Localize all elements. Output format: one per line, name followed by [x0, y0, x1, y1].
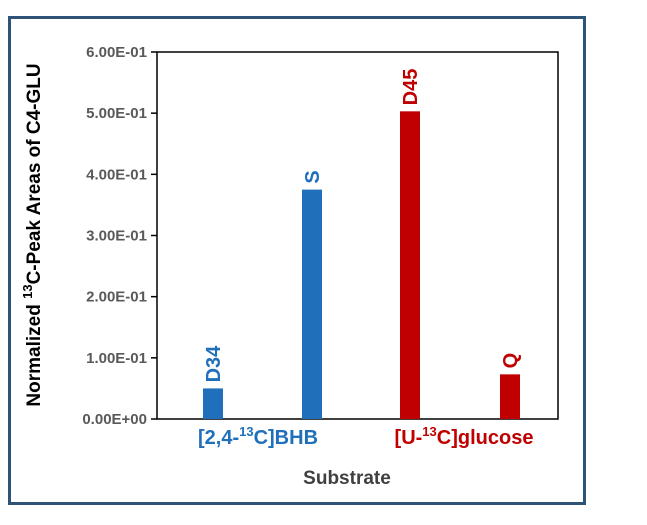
y-tick-label: 2.00E-01 — [86, 289, 147, 306]
group-label-sup: 13 — [422, 424, 436, 439]
chart-frame — [8, 16, 586, 505]
group-label-sup: 13 — [239, 424, 253, 439]
group-label-0: [2,4-13C]BHB — [198, 424, 318, 449]
y-tick-label: 4.00E-01 — [86, 166, 147, 183]
data-label-d45: D45 — [400, 69, 422, 106]
y-tick-label: 3.00E-01 — [86, 228, 147, 245]
bar-q — [500, 374, 520, 419]
group-label-text: [U- — [395, 427, 423, 449]
group-label-text: C]glucose — [437, 427, 534, 449]
group-label-text: [2,4- — [198, 427, 239, 449]
data-label-s: S — [302, 170, 324, 183]
y-axis-ticks: 0.00E+00 1.00E-01 2.00E-01 3.00E-01 4.00E-01… — [82, 44, 157, 428]
bar-d45 — [400, 111, 420, 419]
y-tick-label: 0.00E+00 — [82, 411, 147, 428]
data-labels: D34 S D45 Q — [203, 69, 522, 383]
x-axis-title: Substrate — [303, 468, 391, 489]
y-axis-label: Normalized 13C-Peak Areas of C4-GLU — [20, 63, 45, 406]
y-tick-label: 5.00E-01 — [86, 105, 147, 122]
y-tick-label: 1.00E-01 — [86, 350, 147, 367]
data-label-d34: D34 — [203, 345, 225, 383]
data-label-q: Q — [500, 353, 522, 369]
y-axis-label-text: Normalized — [24, 299, 45, 407]
group-labels: [2,4-13C]BHB [U-13C]glucose — [198, 424, 533, 449]
y-axis-label-sup: 13 — [20, 284, 35, 298]
y-tick-label: 6.00E-01 — [86, 44, 147, 61]
plot-border — [156, 51, 559, 420]
bar-s — [302, 189, 322, 419]
bar-d34 — [203, 388, 223, 419]
bars — [203, 111, 520, 419]
y-axis-title: Normalized 13C-Peak Areas of C4-GLU — [20, 63, 45, 406]
y-axis-label-text: C-Peak Areas of C4-GLU — [24, 63, 45, 284]
group-label-1: [U-13C]glucose — [395, 424, 534, 449]
plot-area — [156, 51, 559, 420]
group-label-text: C]BHB — [254, 427, 318, 449]
